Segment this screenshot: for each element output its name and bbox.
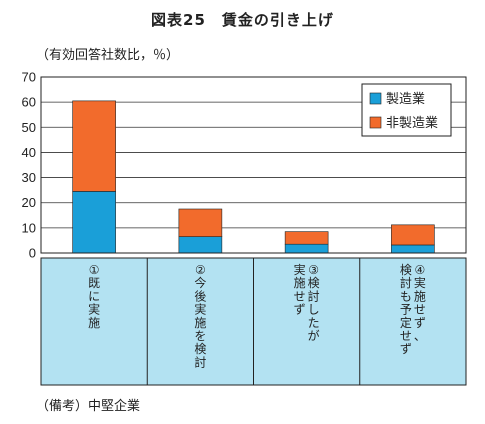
category-char: 検 bbox=[194, 342, 206, 356]
category-char: ④ bbox=[414, 263, 425, 277]
category-char: ① bbox=[89, 263, 100, 277]
bar-4-series-1 bbox=[391, 244, 435, 254]
axes: 0 10 20 30 40 50 60 70 bbox=[22, 70, 467, 261]
bars bbox=[72, 100, 435, 254]
y-tick-label: 60 bbox=[22, 95, 36, 110]
category-char: 実 bbox=[88, 302, 100, 317]
y-tick-label: 70 bbox=[22, 70, 36, 85]
category-char: に bbox=[88, 289, 100, 303]
category-char: 施 bbox=[88, 316, 100, 330]
category-char: 施 bbox=[294, 276, 306, 290]
category-char: 定 bbox=[400, 315, 412, 330]
y-tick-label: 10 bbox=[22, 220, 36, 235]
bar-2-series-2 bbox=[178, 208, 223, 237]
category-char: 予 bbox=[400, 303, 412, 317]
category-char: 施 bbox=[194, 316, 206, 330]
category-char: 実 bbox=[294, 262, 306, 277]
category-char: ② bbox=[195, 263, 206, 277]
category-char: 実 bbox=[194, 302, 206, 317]
bar-3-series-1 bbox=[284, 243, 329, 254]
y-tick-label: 50 bbox=[22, 120, 36, 135]
category-char: た bbox=[308, 316, 320, 330]
bar-1-series-1 bbox=[72, 191, 116, 254]
category-char: せ bbox=[400, 329, 412, 343]
plot-frame bbox=[40, 76, 467, 254]
category-char: 討 bbox=[194, 354, 206, 369]
category-char: 施 bbox=[414, 289, 426, 303]
bar-3-series-2 bbox=[284, 231, 329, 245]
footnote: （備考）中堅企業 bbox=[36, 399, 141, 414]
y-tick-label: 20 bbox=[22, 195, 36, 210]
category-char: を bbox=[194, 329, 206, 343]
category-char: 、 bbox=[414, 329, 426, 343]
category-char: 討 bbox=[400, 275, 412, 290]
bar-1-series-2 bbox=[72, 100, 116, 192]
category-char: 検 bbox=[400, 263, 412, 277]
chart-title: 図表25 賃金の引き上げ bbox=[151, 11, 334, 29]
category-char: ず bbox=[414, 316, 426, 330]
legend-swatch-2 bbox=[369, 116, 382, 129]
category-char: し bbox=[308, 303, 320, 317]
category-char: 今 bbox=[194, 275, 206, 290]
legend-label-2: 非製造業 bbox=[386, 115, 438, 131]
category-char: ③ bbox=[308, 263, 319, 277]
category-char: が bbox=[308, 328, 320, 343]
legend-label-1: 製造業 bbox=[386, 91, 425, 107]
bar-2-series-1 bbox=[178, 236, 223, 254]
category-char: 討 bbox=[308, 288, 320, 303]
category-char: も bbox=[400, 289, 412, 303]
unit-label: （有効回答社数比，％） bbox=[36, 48, 180, 63]
category-char: 既 bbox=[88, 276, 100, 290]
category-char: ず bbox=[294, 303, 306, 317]
y-tick-label: 30 bbox=[22, 170, 36, 185]
y-tick-label: 0 bbox=[29, 246, 36, 261]
category-char: 実 bbox=[414, 275, 426, 290]
legend-swatch-1 bbox=[369, 92, 382, 105]
y-tick-label: 40 bbox=[22, 145, 36, 160]
category-char: せ bbox=[294, 289, 306, 303]
category-char: 後 bbox=[194, 289, 206, 303]
bar-4-series-2 bbox=[391, 224, 435, 246]
category-char: ず bbox=[400, 342, 412, 356]
category-char: せ bbox=[414, 303, 426, 317]
category-char: 検 bbox=[308, 276, 320, 290]
